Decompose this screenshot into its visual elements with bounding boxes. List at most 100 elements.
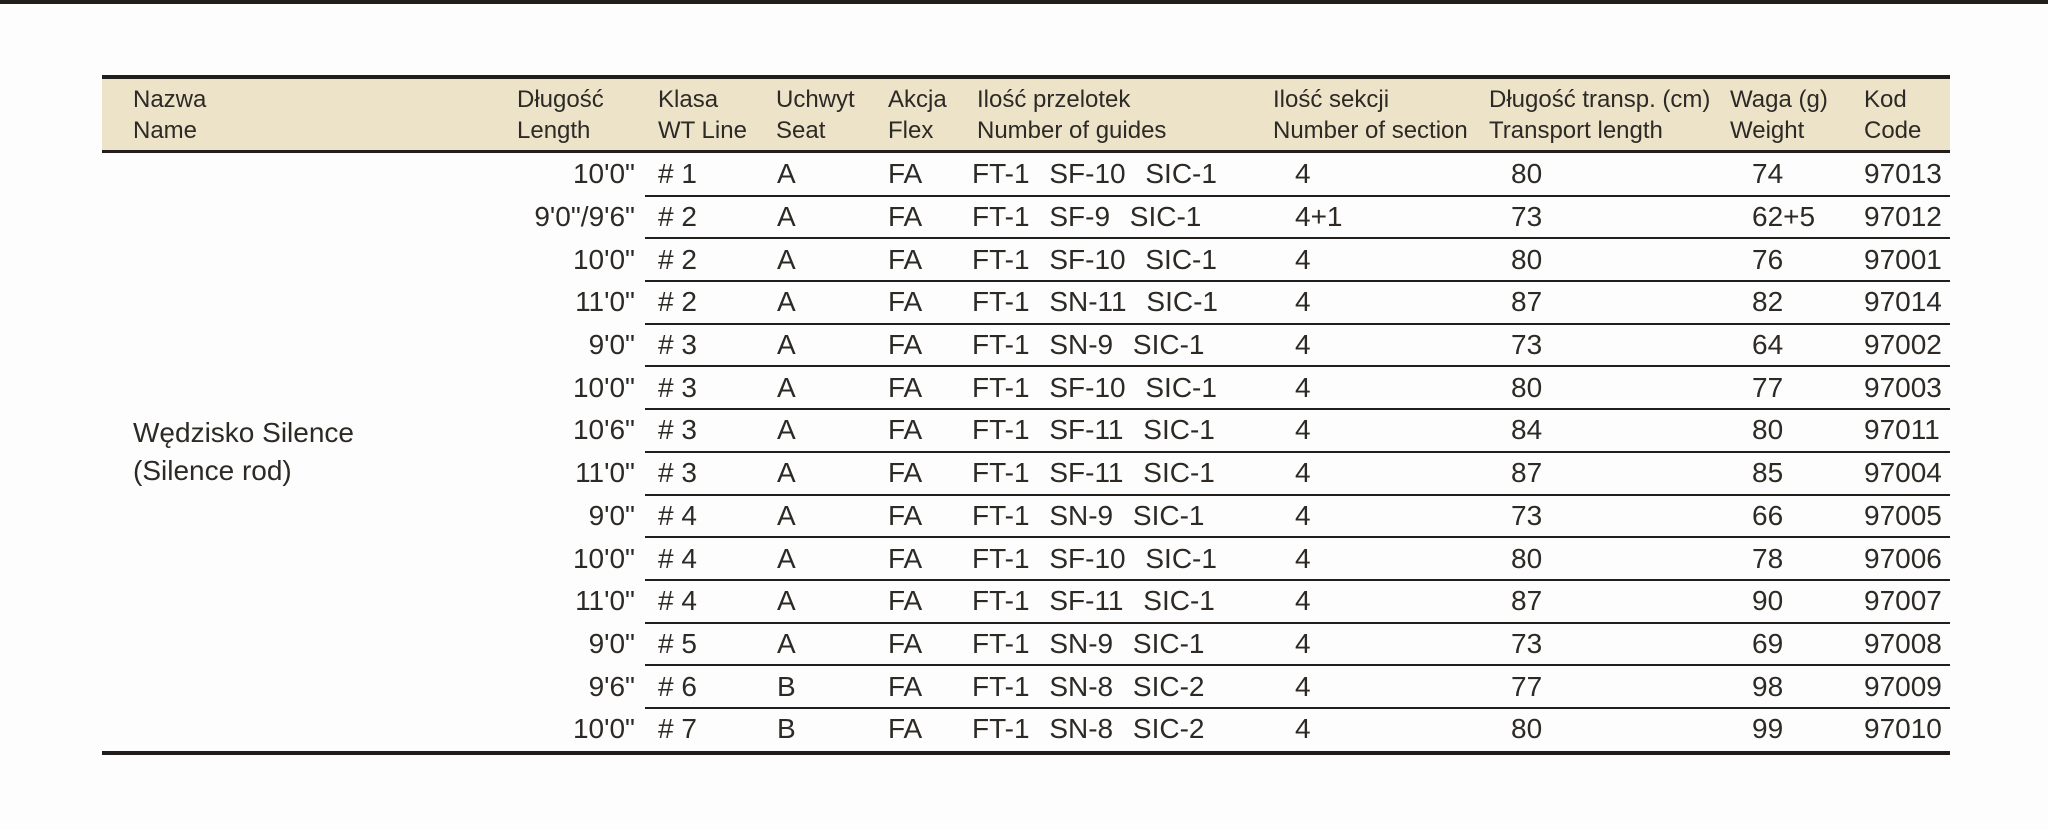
cell-flex: FA	[888, 627, 923, 659]
cell-wt-line: # 4	[658, 585, 697, 617]
cell-weight: 90	[1752, 585, 1784, 617]
cell-sections: 4	[1295, 457, 1311, 489]
cell-code: 97010	[1864, 713, 1942, 745]
table-row: 9'0"/9'6" # 2 A FA FT-1 SF-9 SIC-1 4+1 7…	[510, 196, 1950, 240]
cell-seat: B	[777, 713, 796, 745]
table-row: 9'0" # 4 A FA FT-1 SN-9 SIC-1 4 73 66 97…	[510, 495, 1950, 538]
cell-transport-length: 80	[1511, 713, 1543, 745]
cell-wt-line: # 2	[658, 243, 697, 275]
cell-length: 11'0"	[575, 286, 635, 318]
cell-weight: 80	[1752, 414, 1784, 446]
table-row: 11'0" # 4 A FA FT-1 SF-11 SIC-1 4 87 90 …	[510, 580, 1950, 624]
cell-guides: FT-1 SN-9 SIC-1	[972, 329, 1205, 361]
table-row: 10'0" # 1 A FA FT-1 SF-10 SIC-1 4 80 74 …	[510, 153, 1950, 197]
cell-weight: 98	[1752, 670, 1784, 702]
cell-length: 10'0"	[572, 243, 635, 275]
column-header-label-pl: Waga (g)	[1730, 85, 1828, 113]
cell-guides: FT-1 SF-9 SIC-1	[972, 201, 1202, 233]
cell-weight: 78	[1752, 542, 1784, 574]
column-header-label-en: Length	[517, 116, 591, 144]
cell-weight: 74	[1752, 158, 1784, 190]
column-header-wt-line: Klasa WT Line	[645, 84, 772, 146]
cell-sections: 4	[1295, 670, 1311, 702]
cell-guides: FT-1 SF-10 SIC-1	[972, 371, 1217, 403]
top-rule	[0, 0, 2048, 4]
cell-seat: A	[777, 414, 796, 446]
cell-transport-length: 80	[1511, 243, 1543, 275]
cell-seat: A	[777, 499, 796, 531]
cell-guides: FT-1 SN-8 SIC-2	[972, 713, 1205, 745]
column-header-sections: Ilość sekcji Number of section	[1265, 84, 1480, 146]
cell-weight: 64	[1752, 329, 1784, 361]
cell-seat: A	[777, 457, 796, 489]
product-name-en: (Silence rod)	[133, 454, 292, 486]
cell-flex: FA	[888, 542, 923, 574]
cell-flex: FA	[888, 158, 923, 190]
cell-guides: FT-1 SF-10 SIC-1	[972, 158, 1217, 190]
cell-transport-length: 87	[1511, 585, 1543, 617]
table-row: 9'0" # 5 A FA FT-1 SN-9 SIC-1 4 73 69 97…	[510, 623, 1950, 666]
table-row: 11'0" # 2 A FA FT-1 SN-11 SIC-1 4 87 82 …	[510, 281, 1950, 325]
cell-flex: FA	[888, 670, 923, 702]
cell-code: 97007	[1864, 585, 1942, 617]
cell-code: 97014	[1864, 286, 1942, 318]
cell-seat: A	[777, 201, 796, 233]
cell-guides: FT-1 SN-11 SIC-1	[972, 286, 1218, 318]
column-header-label-en: Flex	[888, 116, 934, 144]
cell-sections: 4	[1295, 243, 1311, 275]
cell-flex: FA	[888, 286, 923, 318]
table-row: 9'6" # 6 B FA FT-1 SN-8 SIC-2 4 77 98 97…	[510, 665, 1950, 709]
cell-wt-line: # 3	[658, 414, 697, 446]
cell-length: 10'0"	[572, 542, 635, 574]
cell-sections: 4+1	[1295, 201, 1343, 233]
cell-seat: A	[777, 243, 796, 275]
table-body-rows: 10'0" # 1 A FA FT-1 SF-10 SIC-1 4 80 74 …	[510, 153, 1950, 751]
cell-length: 10'0"	[572, 371, 635, 403]
cell-transport-length: 73	[1511, 329, 1543, 361]
cell-wt-line: # 1	[658, 158, 697, 190]
cell-flex: FA	[888, 329, 923, 361]
cell-code: 97002	[1864, 329, 1942, 361]
column-header-guides: Ilość przelotek Number of guides	[970, 84, 1265, 146]
cell-transport-length: 80	[1511, 158, 1543, 190]
cell-length: 10'6"	[572, 414, 635, 446]
cell-code: 97004	[1864, 457, 1942, 489]
cell-seat: A	[777, 585, 796, 617]
column-header-label-en: Number of guides	[977, 116, 1167, 144]
column-header-label-pl: Kod	[1864, 85, 1907, 113]
cell-code: 97003	[1864, 371, 1942, 403]
cell-flex: FA	[888, 371, 923, 403]
column-header-label-en: Code	[1864, 116, 1922, 144]
cell-guides: FT-1 SF-11 SIC-1	[972, 585, 1215, 617]
column-header-label-en: Seat	[776, 116, 826, 144]
cell-weight: 77	[1752, 371, 1784, 403]
cell-seat: A	[777, 627, 796, 659]
cell-wt-line: # 6	[658, 670, 697, 702]
cell-transport-length: 84	[1511, 414, 1543, 446]
cell-guides: FT-1 SF-10 SIC-1	[972, 542, 1217, 574]
cell-flex: FA	[888, 414, 923, 446]
cell-transport-length: 73	[1511, 201, 1543, 233]
cell-flex: FA	[888, 243, 923, 275]
column-header-transport: Długość transp. (cm) Transport length	[1480, 84, 1722, 146]
cell-transport-length: 87	[1511, 286, 1543, 318]
cell-code: 97013	[1864, 158, 1942, 190]
cell-weight: 85	[1752, 457, 1784, 489]
column-header-label-pl: Ilość przelotek	[977, 85, 1131, 113]
cell-seat: A	[777, 158, 796, 190]
column-header-label-en: Number of section	[1273, 116, 1468, 144]
table-row: 11'0" # 3 A FA FT-1 SF-11 SIC-1 4 87 85 …	[510, 452, 1950, 496]
cell-sections: 4	[1295, 585, 1311, 617]
cell-wt-line: # 2	[658, 201, 697, 233]
product-name-pl: Wędzisko Silence	[133, 416, 354, 448]
column-header-label-pl: Uchwyt	[776, 85, 855, 113]
cell-guides: FT-1 SN-9 SIC-1	[972, 499, 1205, 531]
cell-sections: 4	[1295, 329, 1311, 361]
table-row: 10'0" # 3 A FA FT-1 SF-10 SIC-1 4 80 77 …	[510, 366, 1950, 410]
cell-guides: FT-1 SN-8 SIC-2	[972, 670, 1205, 702]
cell-flex: FA	[888, 713, 923, 745]
table-row: 10'0" # 2 A FA FT-1 SF-10 SIC-1 4 80 76 …	[510, 238, 1950, 282]
cell-transport-length: 77	[1511, 670, 1543, 702]
cell-transport-length: 80	[1511, 371, 1543, 403]
cell-seat: A	[777, 286, 796, 318]
